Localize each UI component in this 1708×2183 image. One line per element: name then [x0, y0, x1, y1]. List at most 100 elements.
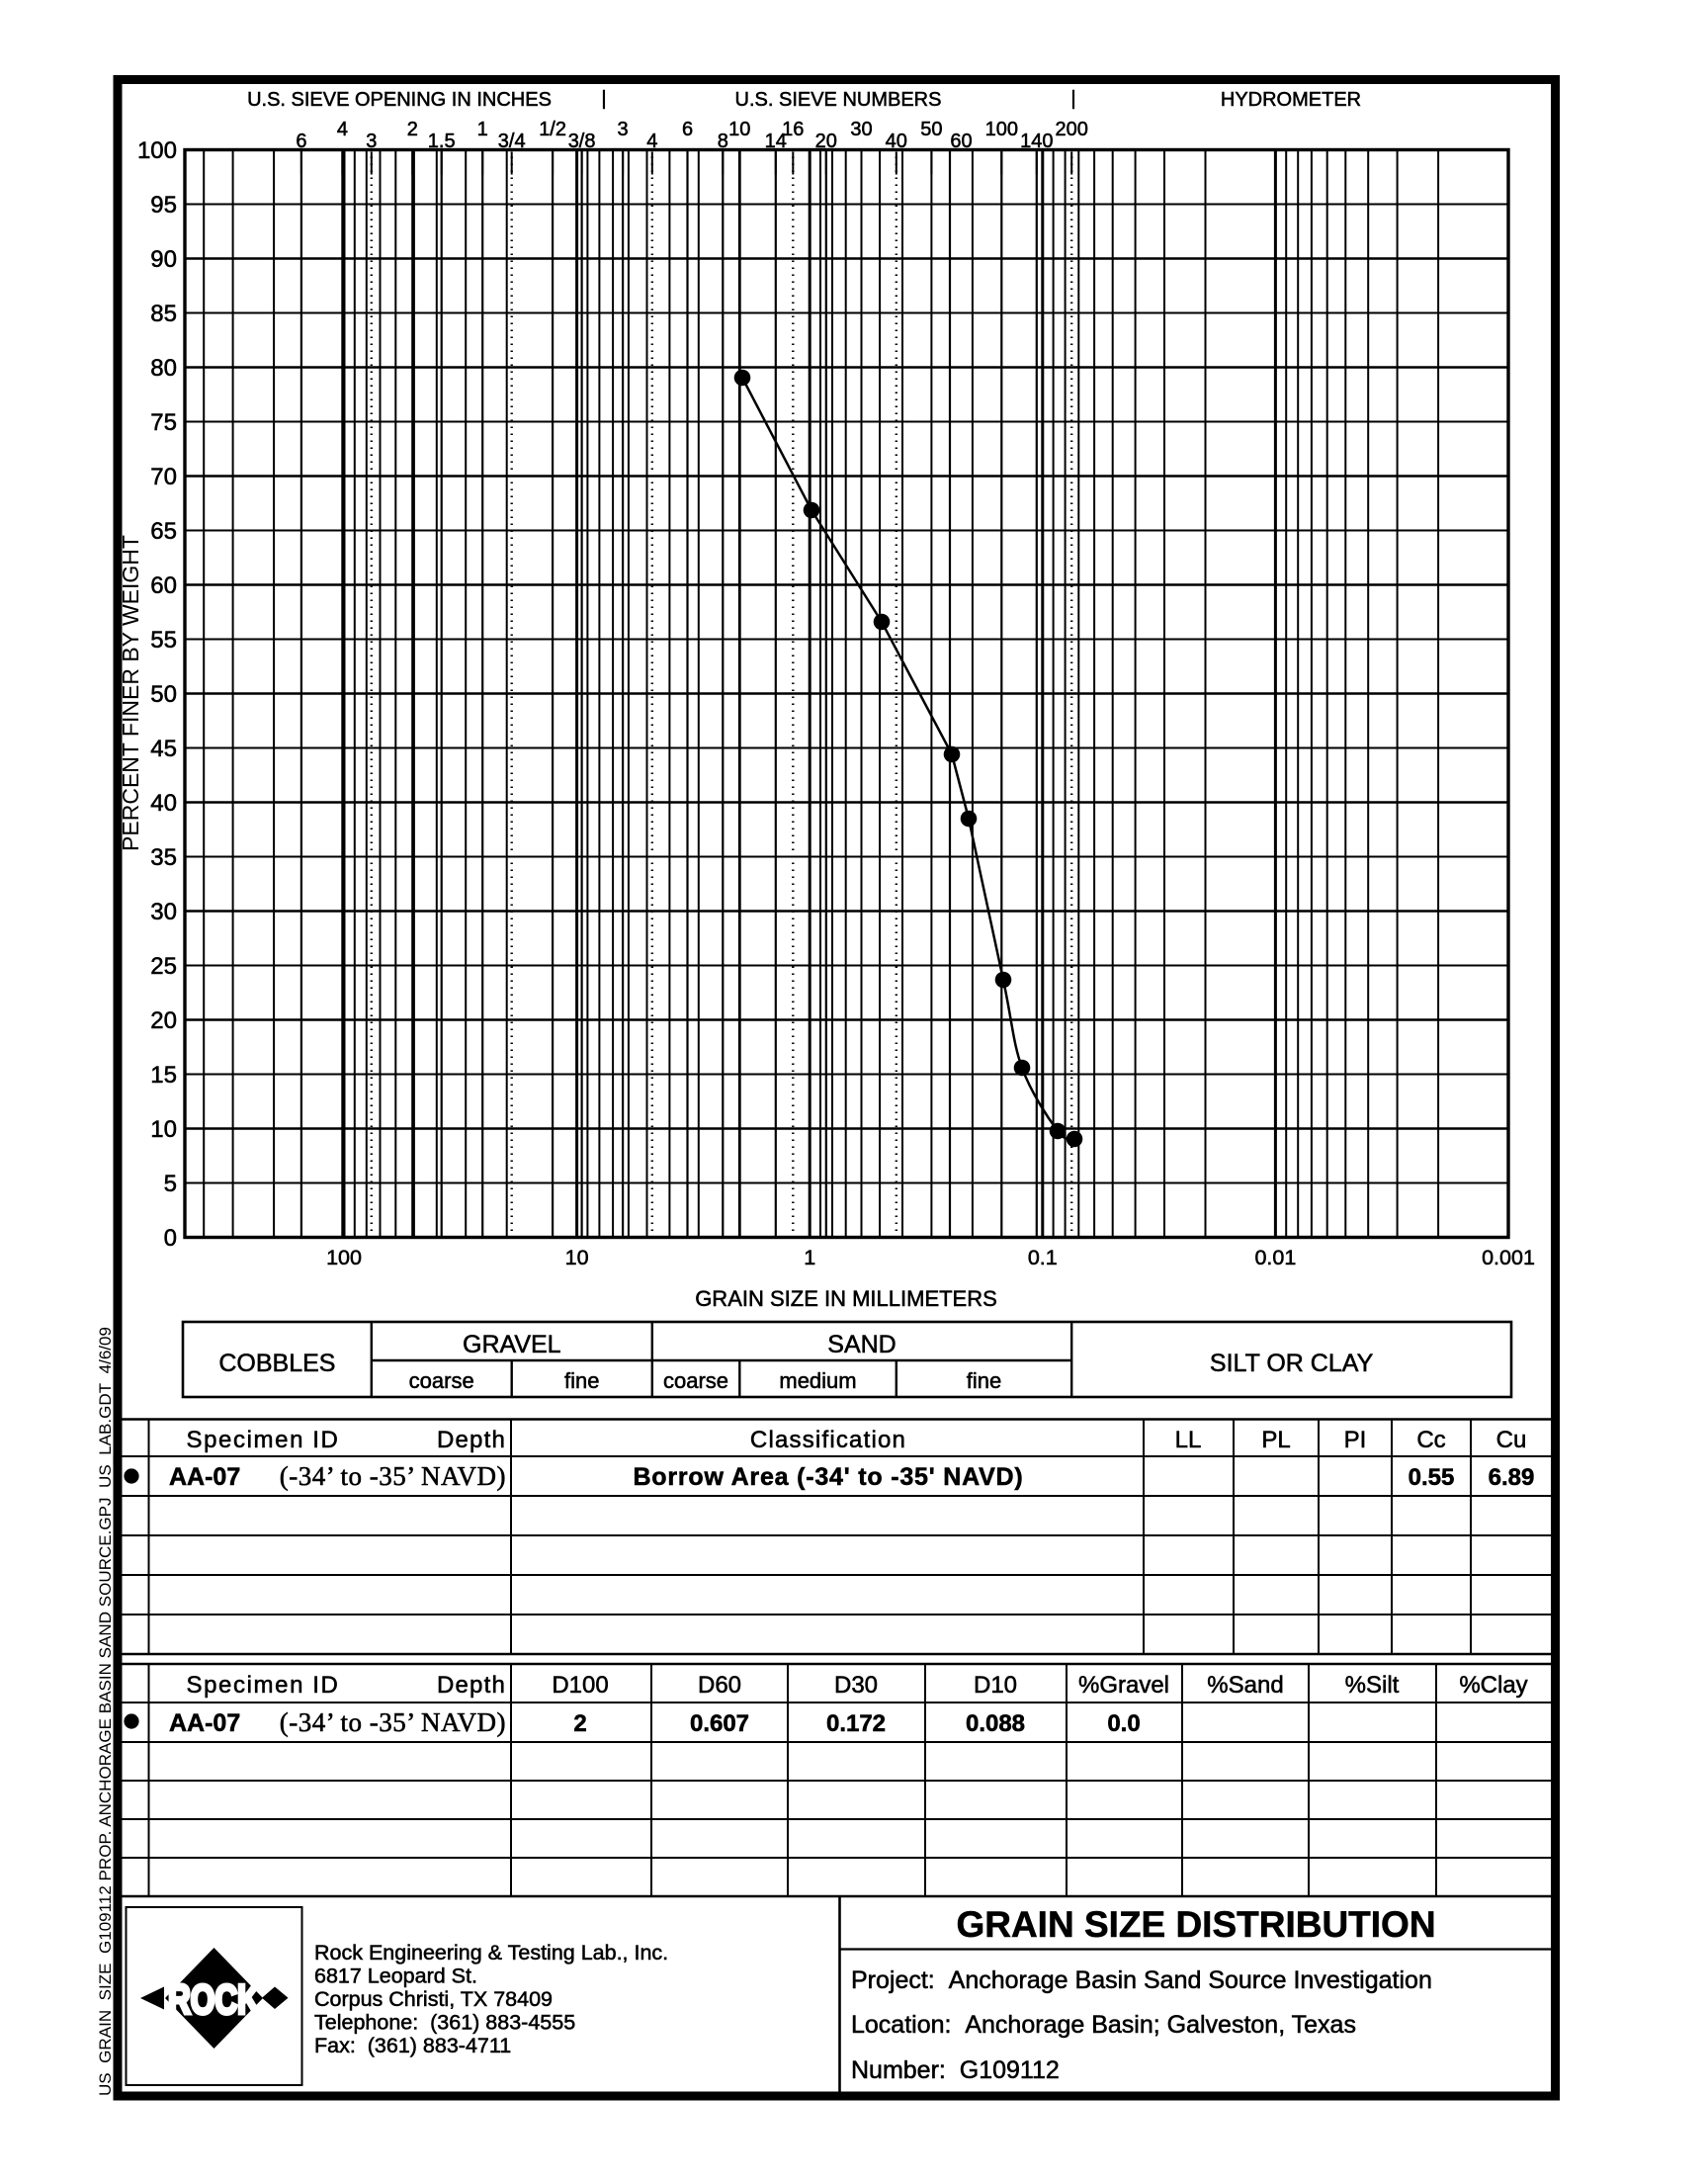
svg-text:3/4: 3/4 — [498, 131, 526, 152]
svg-text:75: 75 — [150, 409, 177, 436]
svg-text:HYDROMETER: HYDROMETER — [1221, 89, 1361, 111]
svg-text:10: 10 — [150, 1116, 177, 1143]
svg-text:4: 4 — [646, 131, 657, 152]
svg-text:Depth: Depth — [437, 1427, 506, 1453]
svg-text:U.S. SIEVE NUMBERS: U.S. SIEVE NUMBERS — [735, 89, 942, 111]
svg-text:%Gravel: %Gravel — [1078, 1672, 1169, 1699]
svg-text:30: 30 — [150, 899, 177, 925]
svg-text:2: 2 — [573, 1710, 586, 1737]
svg-text:20: 20 — [815, 131, 837, 152]
svg-text:(-34’ to -35’ NAVD): (-34’ to -35’ NAVD) — [280, 1707, 506, 1737]
svg-text:GRAIN SIZE DISTRIBUTION: GRAIN SIZE DISTRIBUTION — [956, 1904, 1435, 1945]
svg-text:3: 3 — [618, 119, 629, 140]
svg-text:PERCENT FINER BY WEIGHT: PERCENT FINER BY WEIGHT — [118, 535, 143, 851]
svg-text:0.0: 0.0 — [1107, 1710, 1140, 1737]
svg-text:140: 140 — [1020, 131, 1053, 152]
svg-text:8: 8 — [718, 131, 728, 152]
svg-text:Specimen ID: Specimen ID — [187, 1427, 340, 1453]
svg-text:Project: Anchorage Basin Sand: Project: Anchorage Basin Sand Source Inv… — [851, 1966, 1432, 1994]
svg-text:D10: D10 — [974, 1672, 1017, 1699]
svg-text:40: 40 — [886, 131, 907, 152]
svg-text:Cc: Cc — [1416, 1427, 1445, 1453]
svg-text:6: 6 — [296, 131, 306, 152]
svg-text:50: 50 — [150, 681, 177, 708]
svg-text:100: 100 — [326, 1246, 362, 1269]
svg-text:50: 50 — [920, 119, 942, 140]
svg-text:0.1: 0.1 — [1028, 1246, 1058, 1269]
svg-text:1/2: 1/2 — [539, 119, 566, 140]
svg-text:LL: LL — [1175, 1427, 1202, 1453]
svg-text:60: 60 — [150, 572, 177, 599]
svg-text:25: 25 — [150, 953, 177, 980]
svg-text:|: | — [601, 88, 606, 110]
svg-text:Location: Anchorage Basin; Ga: Location: Anchorage Basin; Galveston, Te… — [851, 2011, 1356, 2039]
svg-text:SAND: SAND — [827, 1331, 896, 1358]
svg-text:0: 0 — [164, 1225, 177, 1252]
svg-text:Fax: (361) 883-4711: Fax: (361) 883-4711 — [314, 2034, 511, 2057]
svg-text:Cu: Cu — [1496, 1427, 1527, 1453]
svg-text:40: 40 — [150, 790, 177, 817]
svg-text:Borrow Area (-34' to -35' NAVD: Borrow Area (-34' to -35' NAVD) — [633, 1463, 1023, 1491]
svg-text:U.S. SIEVE OPENING IN INCHES: U.S. SIEVE OPENING IN INCHES — [247, 89, 552, 111]
svg-text:0.172: 0.172 — [826, 1710, 886, 1737]
svg-text:20: 20 — [150, 1007, 177, 1034]
svg-text:fine: fine — [564, 1368, 599, 1393]
svg-text:0.607: 0.607 — [690, 1710, 749, 1737]
svg-text:Specimen ID: Specimen ID — [187, 1672, 340, 1699]
svg-text:5: 5 — [164, 1171, 177, 1197]
svg-text:6: 6 — [682, 119, 693, 140]
svg-text:14: 14 — [765, 131, 787, 152]
svg-text:95: 95 — [150, 192, 177, 218]
svg-text:(-34’ to -35’ NAVD): (-34’ to -35’ NAVD) — [280, 1461, 506, 1491]
svg-text:10: 10 — [728, 119, 750, 140]
svg-text:D30: D30 — [834, 1672, 878, 1699]
svg-text:1: 1 — [477, 119, 488, 140]
svg-text:%Sand: %Sand — [1207, 1672, 1283, 1699]
svg-text:0.001: 0.001 — [1482, 1246, 1535, 1269]
svg-text:medium: medium — [779, 1368, 856, 1393]
svg-text:AA-07: AA-07 — [169, 1463, 240, 1491]
svg-text:%Clay: %Clay — [1459, 1672, 1527, 1699]
svg-text:0.01: 0.01 — [1254, 1246, 1296, 1269]
svg-text:6.89: 6.89 — [1489, 1464, 1535, 1491]
svg-text:10: 10 — [565, 1246, 589, 1269]
svg-text:%Silt: %Silt — [1345, 1672, 1400, 1699]
svg-text:coarse: coarse — [663, 1368, 728, 1393]
svg-text:0.088: 0.088 — [966, 1710, 1025, 1737]
svg-text:70: 70 — [150, 464, 177, 490]
svg-text:2: 2 — [407, 119, 418, 140]
svg-text:65: 65 — [150, 518, 177, 545]
svg-text:D100: D100 — [552, 1672, 608, 1699]
svg-text:100: 100 — [985, 119, 1018, 140]
svg-text:Number: G109112: Number: G109112 — [851, 2056, 1060, 2084]
svg-text:3/8: 3/8 — [568, 131, 596, 152]
svg-text:1.5: 1.5 — [428, 131, 456, 152]
svg-text:coarse: coarse — [409, 1368, 474, 1393]
svg-text:D60: D60 — [698, 1672, 741, 1699]
svg-text:COBBLES: COBBLES — [218, 1350, 335, 1377]
svg-text:90: 90 — [150, 246, 177, 273]
svg-text:US GRAIN SIZE G109112 PROP.: US GRAIN SIZE G109112 PROP. ANCHORAGE BA… — [96, 1327, 115, 2096]
svg-text:AA-07: AA-07 — [169, 1709, 240, 1737]
svg-text:30: 30 — [850, 119, 872, 140]
svg-text:0.55: 0.55 — [1409, 1464, 1455, 1491]
svg-text:35: 35 — [150, 844, 177, 871]
svg-text:Classification: Classification — [750, 1427, 906, 1453]
svg-text:60: 60 — [950, 131, 972, 152]
svg-text:|: | — [1070, 88, 1075, 110]
svg-text:45: 45 — [150, 736, 177, 762]
svg-text:200: 200 — [1056, 119, 1088, 140]
svg-text:Telephone: (361) 883-4555: Telephone: (361) 883-4555 — [314, 2011, 575, 2035]
svg-text:16: 16 — [782, 119, 804, 140]
svg-text:80: 80 — [150, 355, 177, 382]
svg-text:3: 3 — [366, 131, 377, 152]
svg-text:4: 4 — [337, 119, 348, 140]
svg-text:SILT OR CLAY: SILT OR CLAY — [1210, 1350, 1374, 1377]
svg-text:PL: PL — [1261, 1427, 1290, 1453]
svg-text:15: 15 — [150, 1062, 177, 1089]
svg-text:55: 55 — [150, 627, 177, 654]
svg-text:100: 100 — [137, 137, 177, 164]
svg-text:PI: PI — [1344, 1427, 1367, 1453]
svg-text:Rock Engineering & Testing Lab: Rock Engineering & Testing Lab., Inc. — [314, 1941, 668, 1965]
svg-text:GRAIN SIZE IN MILLIMETERS: GRAIN SIZE IN MILLIMETERS — [695, 1286, 997, 1311]
